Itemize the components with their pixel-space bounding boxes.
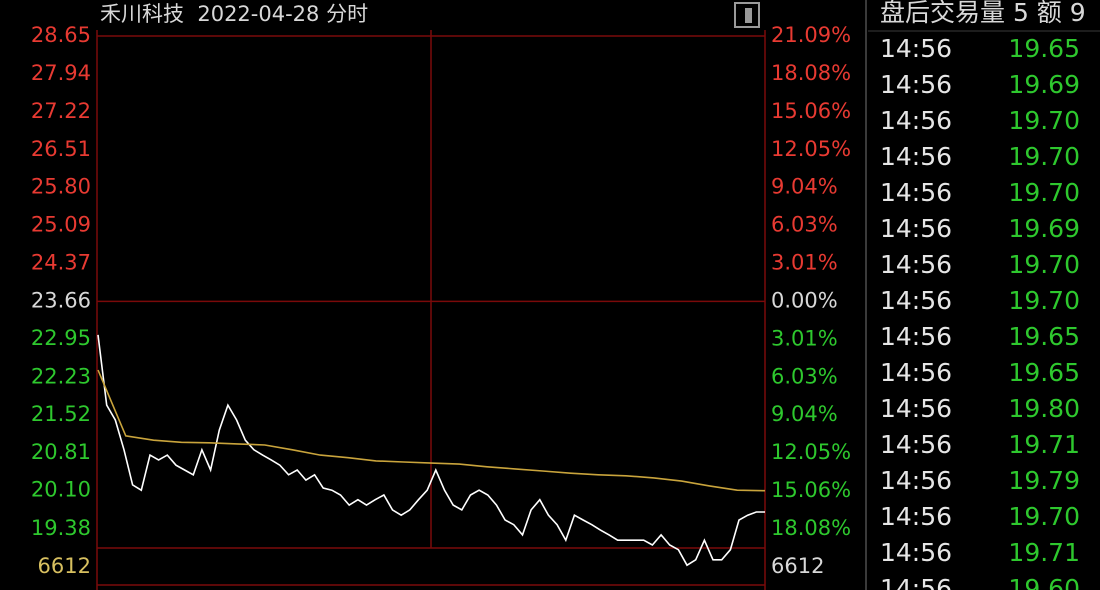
price-line [97,369,766,492]
volume-label: 6612 [38,554,91,578]
trade-time: 14:56 [880,394,952,423]
trade-price: 19.69 [1008,214,1080,243]
y-tick-label: 26.51 [31,137,91,161]
trade-time: 14:56 [880,502,952,531]
toggle-icon[interactable] [734,2,760,28]
trade-price: 19.79 [1008,466,1080,495]
y-tick-label: 20.10 [31,478,91,502]
y-tick-label: 28.65 [31,23,91,47]
y2-tick-label: 9.04% [771,402,838,426]
trade-price: 19.65 [1008,358,1080,387]
y-tick-label: 20.81 [31,440,91,464]
trade-time: 14:56 [880,142,952,171]
trade-time: 14:56 [880,214,952,243]
toggle-icon-bar [745,8,752,23]
chart-title: 禾川科技 2022-04-28 分时 [100,2,369,26]
trade-price: 19.80 [1008,394,1080,423]
y2-tick-label: 15.06% [771,99,851,123]
trade-price: 19.65 [1008,322,1080,351]
trade-price: 19.70 [1008,142,1080,171]
y2-tick-label: 21.09% [771,23,851,47]
trade-time: 14:56 [880,106,952,135]
y-tick-label: 25.09 [31,212,91,236]
trade-time: 14:56 [880,466,952,495]
trade-time: 14:56 [880,70,952,99]
y2-tick-label: 0.00% [771,288,838,312]
y-tick-label: 22.95 [31,326,91,350]
price-line [97,334,765,567]
trade-price: 19.70 [1008,250,1080,279]
y2-tick-label: 12.05% [771,440,851,464]
trade-time: 14:56 [880,34,952,63]
trade-time: 14:56 [880,178,952,207]
y-tick-label: 27.94 [31,61,91,85]
y-tick-label: 27.22 [31,99,91,123]
y2-tick-label: 15.06% [771,478,851,502]
y-tick-label: 24.37 [31,251,91,275]
y2-tick-label: 18.08% [771,61,851,85]
volume-label: 6612 [771,554,824,578]
trade-time: 14:56 [880,286,952,315]
trade-price: 19.70 [1008,502,1080,531]
y-tick-label: 21.52 [31,402,91,426]
y2-tick-label: 9.04% [771,175,838,199]
y2-tick-label: 12.05% [771,137,851,161]
panel-header: 盘后交易量 5 额 9 [880,0,1086,27]
trade-price: 19.71 [1008,430,1080,459]
trade-time: 14:56 [880,574,952,590]
y2-tick-label: 6.03% [771,213,838,237]
trade-time: 14:56 [880,430,952,459]
y2-tick-label: 18.08% [771,516,851,540]
trade-panel: 盘后交易量 5 额 9 14:56 19.65 14:56 19.69 14:56 19.… [880,0,1086,590]
trade-price: 19.70 [1008,178,1080,207]
y2-tick-label: 3.01% [771,251,838,275]
trade-price: 19.65 [1008,34,1080,63]
trade-time: 14:56 [880,250,952,279]
y-tick-label: 25.80 [31,175,91,199]
trade-price: 19.69 [1008,70,1080,99]
trade-price: 19.60 [1008,574,1080,590]
trade-price: 19.70 [1008,286,1080,315]
trade-price: 19.70 [1008,106,1080,135]
y2-tick-label: 6.03% [771,364,838,388]
trade-time: 14:56 [880,322,952,351]
y-tick-label: 23.66 [31,288,91,312]
trade-time: 14:56 [880,538,952,567]
y-tick-label: 19.38 [31,516,91,540]
trade-price: 19.71 [1008,538,1080,567]
y2-tick-label: 3.01% [771,326,838,350]
trade-time: 14:56 [880,358,952,387]
y-tick-label: 22.23 [31,364,91,388]
